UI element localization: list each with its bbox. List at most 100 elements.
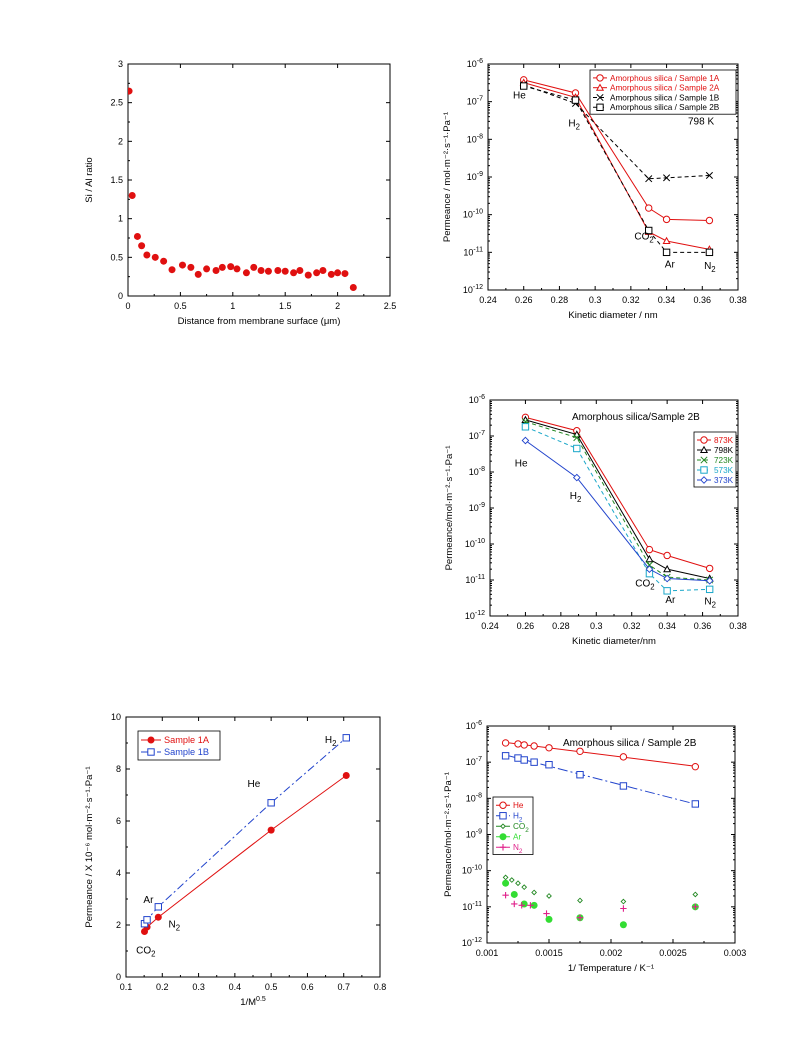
y-tick-exp: -8 — [479, 466, 485, 473]
data-point — [692, 903, 699, 911]
data-point — [520, 756, 528, 764]
y-tick-base: 10 — [469, 431, 479, 441]
plot-area — [128, 87, 357, 291]
legend-marker — [595, 83, 605, 91]
legend-label-base: Amorphous silica / Sample 2A — [610, 84, 720, 93]
y-tick-exp: -9 — [479, 502, 485, 509]
annotation-label-sub: 2 — [712, 600, 716, 609]
data-point — [264, 267, 272, 275]
y-tick-exp: -7 — [477, 96, 483, 103]
y-tick-exp: -10 — [473, 209, 483, 216]
y-tick-label: 0 — [116, 972, 121, 982]
data-point — [128, 87, 133, 95]
x-axis-label: 1/ Temperature / K⁻¹ — [568, 963, 654, 974]
y-tick-label: 2 — [116, 920, 121, 930]
legend-label-base: Sample 1A — [164, 735, 210, 745]
data-point — [663, 551, 671, 560]
annotation-label: H2 — [570, 491, 582, 504]
legend-marker — [700, 476, 708, 484]
data-point — [705, 216, 714, 225]
legend-label: Amorphous silica / Sample 2A — [610, 84, 720, 93]
annotation-label-base: N — [704, 596, 711, 607]
legend-marker — [700, 436, 708, 444]
x-tick-label: 0.6 — [301, 982, 314, 992]
annotation-label-base: Ar — [665, 259, 676, 270]
data-point — [645, 204, 653, 212]
data-point — [501, 752, 510, 760]
x-tick-label: 2.5 — [384, 301, 397, 311]
y-tick-base: 10 — [467, 59, 477, 69]
annotation-label-base: Ar — [665, 595, 676, 606]
x-axis-label: Distance from membrane surface (μm) — [178, 316, 341, 327]
data-point — [304, 271, 312, 279]
data-point — [619, 753, 628, 761]
y-tick-base: 10 — [463, 247, 473, 257]
x-tick-label: 0.32 — [623, 621, 641, 631]
series-3 — [521, 423, 714, 595]
data-point — [619, 921, 627, 929]
annotation-label-base: H — [325, 735, 332, 746]
legend-marker — [700, 466, 708, 474]
x-tick-label: 0.2 — [156, 982, 169, 992]
annotation-label-base: CO — [136, 946, 151, 957]
data-point — [705, 248, 714, 257]
data-point — [573, 434, 581, 442]
data-point — [705, 171, 713, 179]
data-point — [691, 762, 700, 771]
y-tick-base: 10 — [462, 902, 472, 912]
y-tick-exp: -12 — [472, 937, 482, 944]
annotation-label-base: CO — [634, 231, 649, 242]
legend-label-base: CO — [513, 822, 525, 831]
series-3 — [502, 879, 699, 929]
series-2 — [502, 874, 699, 905]
x-tick-label: 0.36 — [694, 295, 712, 305]
y-tick-label: 10-7 — [467, 96, 483, 107]
data-point — [645, 554, 654, 563]
y-tick-exp: -10 — [472, 865, 482, 872]
series-1 — [501, 752, 700, 808]
data-point — [663, 174, 671, 182]
data-point — [576, 914, 584, 921]
data-point — [218, 263, 226, 271]
legend-label: Amorphous silica / Sample 2B — [610, 103, 720, 112]
data-point — [257, 266, 265, 274]
y-tick-base: 10 — [463, 210, 473, 220]
data-point — [212, 266, 220, 274]
y-tick-exp: -11 — [475, 574, 485, 581]
x-axis-label: 1/M0.5 — [240, 996, 266, 1008]
y-tick-label: 10-10 — [462, 865, 482, 876]
y-tick-exp: -6 — [477, 58, 483, 65]
x-tick-label: 0.001 — [476, 948, 499, 958]
data-point — [530, 742, 538, 750]
data-point — [178, 261, 186, 269]
annotation-label: Ar — [665, 259, 676, 270]
data-point — [242, 269, 250, 277]
x-tick-label: 0.32 — [622, 295, 640, 305]
annotation-label-sub: 2 — [151, 950, 155, 959]
y-axis-label: Permeance / mol·m⁻²·s⁻¹·Pa⁻¹ — [442, 112, 453, 242]
y-tick-label: 0.5 — [110, 252, 123, 262]
data-point — [619, 782, 628, 790]
plot-frame — [127, 63, 391, 297]
data-point — [342, 734, 350, 742]
data-point — [662, 248, 671, 257]
data-point — [663, 564, 672, 573]
data-point — [530, 758, 538, 766]
data-point — [572, 473, 581, 482]
data-point — [501, 739, 510, 747]
y-axis-label: Permeance/mol·m⁻²·s⁻¹·Pa⁻¹ — [443, 772, 454, 897]
series-line — [525, 419, 710, 579]
data-point — [502, 879, 510, 887]
chart-si-al: 0 0.5 1 1.5 2 2.5 0 0.5 1 1.5 2 2.5 3 Distance from m… — [84, 59, 396, 327]
y-tick-exp: -9 — [477, 171, 483, 178]
y-tick-exp: -6 — [479, 394, 485, 401]
x-tick-label: 0.7 — [337, 982, 350, 992]
data-point — [267, 826, 275, 834]
annotation-label-base: He — [248, 779, 261, 790]
y-tick-label: 10-10 — [465, 538, 485, 549]
legend-marker — [147, 736, 155, 744]
data-point — [502, 874, 509, 881]
x-tick-label: 0.38 — [729, 295, 747, 305]
